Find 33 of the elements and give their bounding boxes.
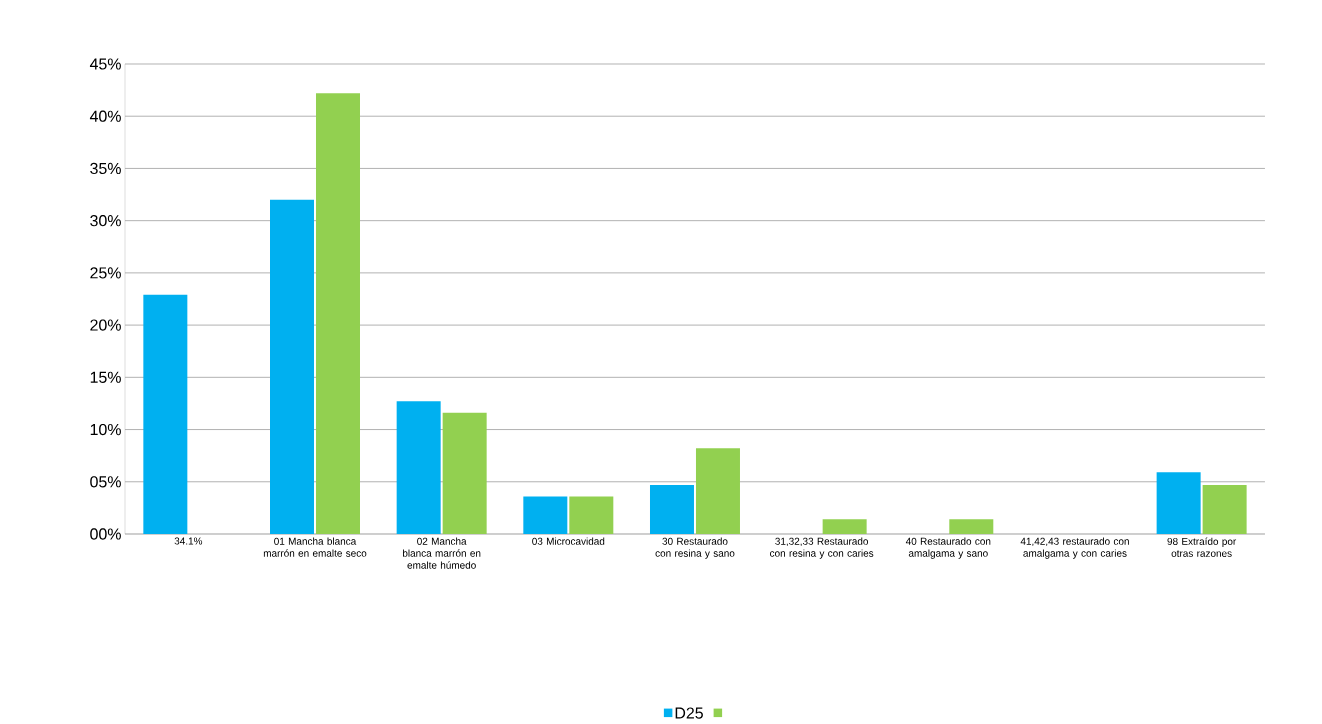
bar [569,496,614,534]
x-tick-label: 30 Restaurado con resina y sano [655,537,735,559]
bar [442,412,487,534]
y-tick-label: 00% [90,528,121,540]
x-tick-label: 40 Restaurado con amalgama y sano [905,537,991,559]
x-tick-label: 98 Extraído por otras razones [1167,537,1237,557]
bar [523,496,568,534]
y-tick-label: 40% [89,110,121,122]
y-tick-label: 10% [90,423,121,436]
bar [143,294,188,534]
bar [270,199,314,534]
bar [396,401,441,534]
y-tick-label: 35% [90,162,121,175]
bar [1156,472,1201,534]
y-tick-label: 15% [90,371,121,383]
legend-label: D25 [675,707,703,719]
bar [822,519,867,534]
bar [695,448,740,534]
bar [649,484,694,534]
bar [315,93,360,534]
y-tick-label: 30% [90,215,121,227]
x-tick-label: 41,42,43 restaurado con amalgama y con caries [1020,537,1129,559]
bar [949,519,994,534]
bar [1202,484,1247,534]
x-tick-label: 02 Mancha blanca marrón en emalte húmedo [402,537,481,569]
x-tick-label: 03 Microcavidad [532,537,605,545]
y-tick-label: 25% [90,267,121,279]
y-tick-label: 05% [90,476,121,488]
y-tick-label: 45% [89,58,121,70]
y-tick-label: 20% [90,319,121,331]
x-tick-label: 31,32,33 Restaurado con resina y con caries [770,537,874,559]
x-tick-label: 01 Mancha blanca marrón en emalte seco [263,537,367,557]
x-tick-label: 34.1% [174,537,203,545]
